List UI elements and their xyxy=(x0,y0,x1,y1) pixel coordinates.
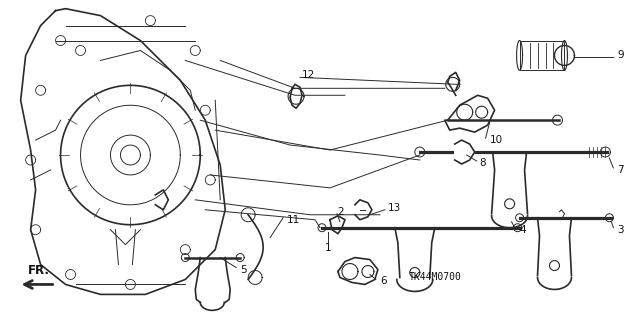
Text: 13: 13 xyxy=(388,203,401,213)
Text: 3: 3 xyxy=(618,225,624,235)
Text: 7: 7 xyxy=(618,165,624,175)
Text: 9: 9 xyxy=(618,50,624,61)
Text: TK44M0700: TK44M0700 xyxy=(408,272,461,282)
Text: 1: 1 xyxy=(325,243,332,253)
Text: 5: 5 xyxy=(240,264,247,275)
Text: FR.: FR. xyxy=(28,264,50,278)
Text: 8: 8 xyxy=(479,158,486,168)
Text: 10: 10 xyxy=(490,135,503,145)
Text: 11: 11 xyxy=(287,215,300,225)
Text: 2: 2 xyxy=(337,207,344,217)
Text: 6: 6 xyxy=(380,277,387,286)
Text: 4: 4 xyxy=(520,225,526,235)
Polygon shape xyxy=(454,140,475,164)
Text: 12: 12 xyxy=(302,70,316,80)
